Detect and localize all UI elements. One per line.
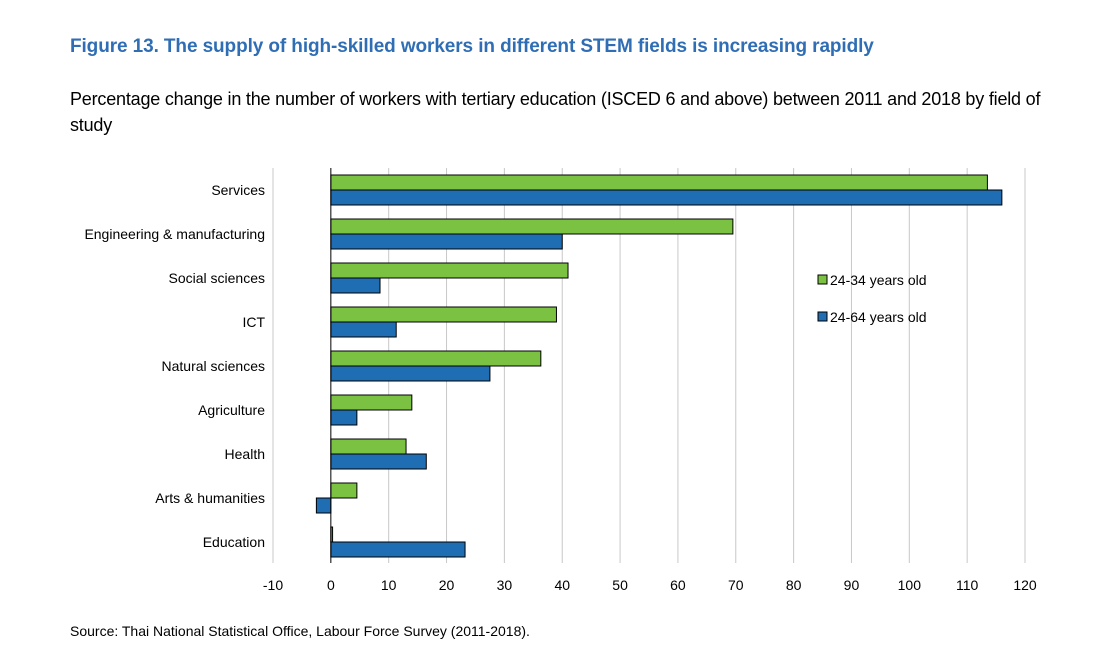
x-tick-label: 100 [898,577,922,593]
legend-swatch [817,274,828,285]
bar [330,277,381,294]
figure-title: Figure 13. The supply of high-skilled wo… [70,36,874,57]
bar [330,438,407,455]
x-tick-label: 40 [554,577,570,593]
bar [330,365,491,382]
category-label: Services [211,182,265,198]
category-label: ICT [242,314,265,330]
category-label: Health [225,446,265,462]
x-tick-label: 50 [612,577,628,593]
x-tick-label: 20 [439,577,455,593]
bar [330,262,569,279]
x-tick-label: 30 [497,577,513,593]
bars [315,174,1003,558]
bar [330,233,563,250]
bar [330,350,542,367]
legend-label: 24-64 years old [830,309,927,325]
bar [330,453,427,470]
category-label: Social sciences [169,270,266,286]
x-tick-label: 120 [1013,577,1037,593]
x-tick-label: -10 [263,577,283,593]
x-tick-label: 70 [728,577,744,593]
bar-chart: Services Engineering & manufacturing Socia… [84,168,1037,593]
x-tick-labels: -10 0 10 20 30 40 50 60 70 80 90 100 110 120 [263,577,1037,593]
bar [330,174,988,191]
bar [330,409,358,426]
bar [330,218,734,235]
bar [330,541,466,558]
legend-label: 24-34 years old [830,272,927,288]
x-tick-label: 90 [844,577,860,593]
category-label: Education [203,534,265,550]
category-label: Agriculture [198,402,265,418]
x-tick-label: 60 [670,577,686,593]
x-tick-label: 10 [381,577,397,593]
x-tick-label: 0 [327,577,335,593]
bar [330,306,557,323]
category-label: Engineering & manufacturing [84,226,265,242]
x-tick-label: 80 [786,577,802,593]
legend-swatch [817,311,828,322]
bar [330,394,413,411]
bar [330,482,358,499]
category-labels: Services Engineering & manufacturing Socia… [84,182,265,550]
x-tick-label: 110 [956,577,979,593]
bar [330,321,397,338]
legend: 24-34 years old 24-64 years old [817,272,927,325]
category-label: Natural sciences [162,358,266,374]
source-note: Source: Thai National Statistical Office… [70,623,530,639]
figure-subtitle: Percentage change in the number of worke… [70,89,1041,135]
category-label: Arts & humanities [155,490,265,506]
bar [330,189,1003,206]
bar [315,497,332,514]
